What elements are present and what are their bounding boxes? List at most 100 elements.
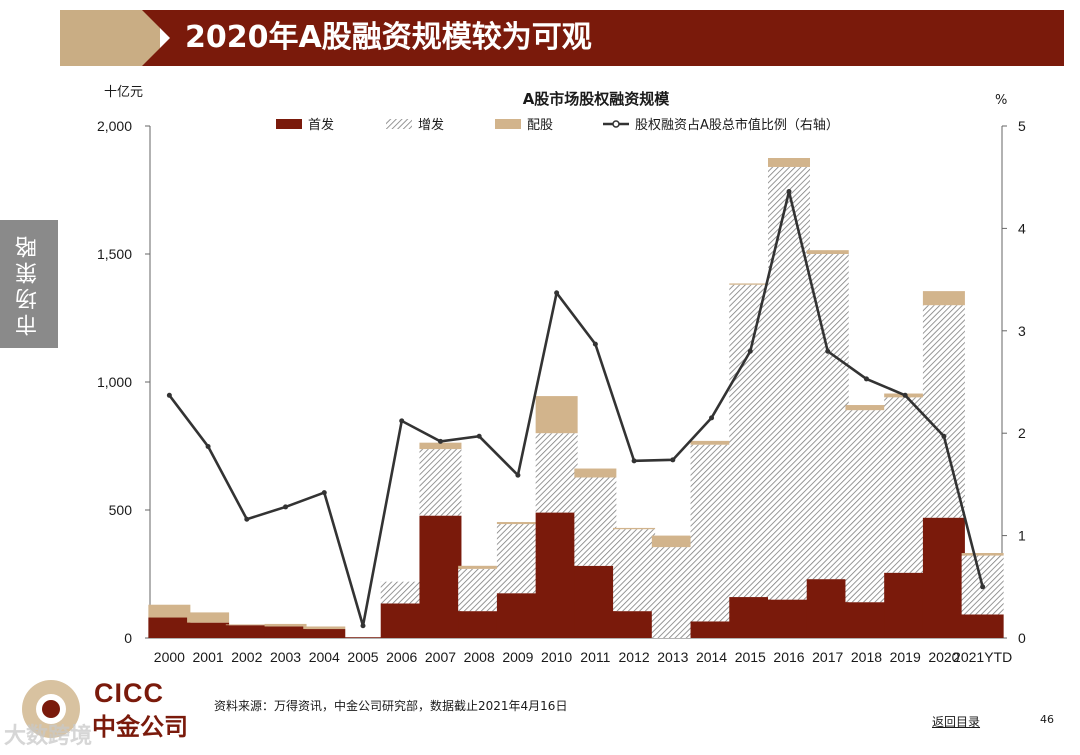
- bar-rights: [806, 250, 849, 254]
- cicc-logo: CICC 中金公司: [18, 676, 218, 741]
- ratio-point: [709, 415, 715, 421]
- x-tick-label: 2018: [851, 649, 882, 665]
- legend-placement-label: 增发: [418, 117, 444, 133]
- bar-ipo: [574, 565, 617, 638]
- x-tick-label: 2009: [502, 649, 533, 665]
- bar-rights: [574, 468, 617, 478]
- bar-rights: [225, 624, 268, 626]
- bar-rights: [187, 612, 230, 623]
- bar-ipo: [961, 614, 1004, 638]
- left-tick-label: 1,500: [97, 246, 132, 262]
- source-note: 资料来源：万得资讯，中金公司研究部，数据截止2021年4月16日: [214, 699, 568, 713]
- x-tick-label: 2021YTD: [953, 649, 1012, 665]
- bar-rights: [961, 553, 1004, 556]
- x-tick-label: 2016: [773, 649, 804, 665]
- watermark: 大数跨境: [4, 724, 93, 749]
- ratio-point: [283, 504, 289, 510]
- ratio-point: [321, 490, 327, 496]
- bar-placement: [651, 547, 694, 638]
- bar-ipo: [845, 602, 888, 638]
- right-tick-label: 1: [1018, 528, 1026, 544]
- bar-rights: [845, 405, 888, 411]
- bar-ipo: [187, 622, 230, 638]
- ratio-point: [631, 458, 637, 464]
- bar-ipo: [225, 625, 268, 638]
- page-title: 2020年A股融资规模较为可观: [185, 20, 592, 55]
- bar-rights: [264, 623, 307, 627]
- ratio-point: [205, 444, 211, 450]
- bar-rights: [690, 440, 733, 445]
- left-axis-unit: 十亿元: [104, 85, 143, 100]
- legend-ipo-swatch: [276, 119, 302, 129]
- ratio-point: [399, 418, 405, 424]
- side-section-tab[interactable]: 市场策略: [0, 220, 58, 348]
- x-tick-label: 2000: [154, 649, 185, 665]
- bar-placement: [613, 529, 656, 612]
- bar-placement: [574, 477, 617, 566]
- bar-placement: [922, 305, 965, 518]
- bar-ipo: [419, 515, 462, 638]
- x-tick-label: 2017: [812, 649, 843, 665]
- x-tick-label: 2001: [193, 649, 224, 665]
- ratio-point: [825, 348, 831, 354]
- x-tick-label: 2008: [464, 649, 495, 665]
- bar-ipo: [690, 621, 733, 638]
- right-axis-unit: %: [995, 93, 1007, 108]
- x-tick-label: 2013: [657, 649, 688, 665]
- bar-ipo: [264, 626, 307, 638]
- bar-ipo: [303, 629, 346, 638]
- bar-placement: [380, 581, 423, 604]
- banner-accent: [60, 10, 160, 66]
- ratio-point: [515, 472, 521, 478]
- x-tick-label: 2020: [928, 649, 959, 665]
- x-tick-label: 2019: [890, 649, 921, 665]
- x-tick-label: 2012: [619, 649, 650, 665]
- back-to-contents-link[interactable]: 返回目录: [932, 715, 981, 729]
- bar-ipo: [148, 617, 191, 638]
- bar-rights: [148, 604, 191, 618]
- page-number: 46: [1040, 713, 1054, 726]
- plot-area: 0 500 1,000 1,500 2,000 0 1 2 3 4 5 2000 2001 2002 200…: [97, 118, 1026, 665]
- bar-rights: [922, 291, 965, 306]
- cicc-logo-mark: [22, 680, 80, 738]
- bar-ipo: [496, 593, 539, 638]
- x-tick-label: 2015: [735, 649, 766, 665]
- legend-ratio-line-label: 股权融资占A股总市值比例（右轴）: [635, 117, 839, 133]
- left-tick-label: 1,000: [97, 374, 132, 390]
- x-tick-label: 2004: [309, 649, 340, 665]
- legend-ipo-label: 首发: [308, 117, 334, 133]
- bar-ipo: [768, 599, 810, 638]
- x-tick-label: 2003: [270, 649, 301, 665]
- left-tick-label: 2,000: [97, 118, 132, 134]
- bar-ipo: [729, 597, 772, 638]
- bar-ipo: [535, 512, 578, 638]
- legend-ratio-line-marker: [612, 120, 620, 128]
- ratio-point: [980, 584, 986, 590]
- right-tick-label: 2: [1018, 425, 1026, 441]
- bar-placement: [884, 397, 927, 573]
- logo-text-cn: 中金公司: [92, 713, 188, 741]
- right-tick-label: 3: [1018, 323, 1026, 339]
- ratio-line: [168, 191, 984, 627]
- ratio-point: [476, 433, 482, 439]
- bar-ipo: [922, 517, 965, 638]
- logo-text-en: CICC: [94, 678, 164, 708]
- right-tick-label: 4: [1018, 220, 1026, 236]
- title-banner: [142, 10, 1064, 66]
- ratio-point: [863, 376, 869, 382]
- bar-ipo: [613, 611, 656, 638]
- x-tick-label: 2010: [541, 649, 572, 665]
- ratio-point: [941, 433, 947, 439]
- left-tick-label: 0: [124, 630, 132, 646]
- bar-placement: [419, 449, 462, 516]
- bar-rights: [303, 626, 346, 630]
- bar-rights: [419, 442, 462, 450]
- bar-ipo: [380, 603, 423, 638]
- bar-rights: [458, 565, 501, 569]
- x-tick-label: 2006: [386, 649, 417, 665]
- ratio-point: [437, 438, 443, 444]
- chart-title: A股市场股权融资规模: [523, 90, 671, 108]
- legend-rights-swatch: [495, 119, 521, 129]
- bar-rights: [535, 396, 578, 434]
